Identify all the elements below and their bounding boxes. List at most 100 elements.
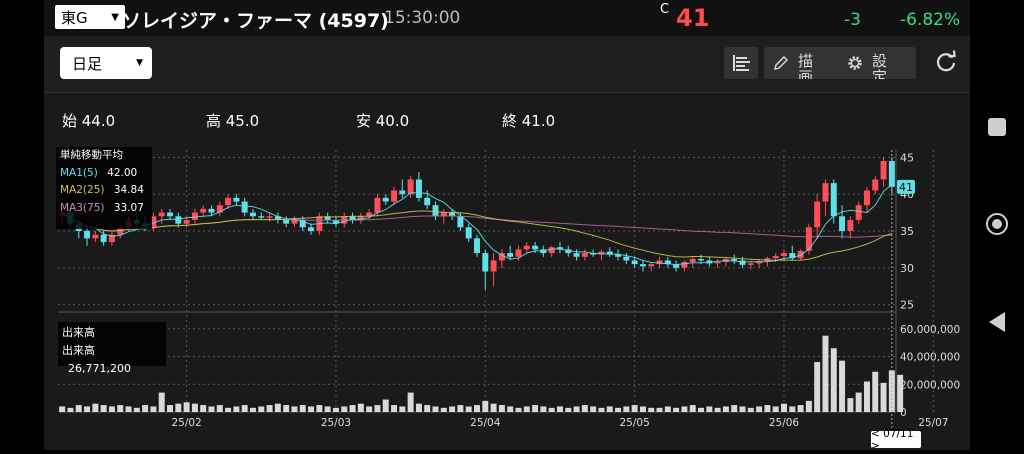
candle-body bbox=[249, 212, 256, 217]
volume-bar bbox=[208, 406, 215, 412]
volume-bar bbox=[67, 407, 74, 412]
candle-body bbox=[258, 216, 265, 218]
candle-body bbox=[648, 264, 655, 267]
market-selector[interactable]: 東G ▼ bbox=[55, 5, 125, 29]
candle-body bbox=[739, 260, 746, 265]
candle-body bbox=[158, 212, 165, 217]
volume-bar bbox=[897, 374, 904, 412]
candle-body bbox=[847, 219, 854, 231]
home-icon[interactable] bbox=[986, 213, 1008, 235]
volume-bar bbox=[631, 405, 638, 412]
volume-bar bbox=[366, 406, 373, 412]
ma3-label: MA3(75) bbox=[60, 201, 105, 214]
volume-bar bbox=[349, 405, 356, 412]
volume-bar bbox=[133, 407, 140, 412]
candle-body bbox=[830, 183, 837, 217]
volume-bar bbox=[623, 406, 630, 412]
volume-bar bbox=[249, 407, 256, 412]
volume-bar bbox=[756, 406, 763, 412]
candle-body bbox=[606, 251, 613, 255]
gear-icon bbox=[848, 56, 862, 70]
price-change: -3 bbox=[844, 10, 861, 30]
volume-bar bbox=[839, 360, 846, 412]
candle-body bbox=[183, 219, 190, 224]
price-tick-label: 30 bbox=[900, 262, 914, 275]
volume-bar bbox=[75, 405, 82, 412]
settings-button[interactable]: 設定 bbox=[838, 47, 916, 79]
volume-bar bbox=[216, 405, 223, 412]
candle-body bbox=[507, 253, 514, 257]
volume-bar bbox=[590, 406, 597, 412]
candle-body bbox=[598, 251, 605, 255]
volume-label: 出来高 bbox=[62, 344, 95, 357]
date-tick-label: 25/02 bbox=[171, 417, 201, 429]
chart-area[interactable]: 25 30 35 40 45 0 20,000,000 40,000,000 60,000,00… bbox=[44, 140, 970, 452]
volume-bar bbox=[565, 407, 572, 412]
last-price-tag-label: 41 bbox=[899, 181, 913, 194]
volume-bar bbox=[449, 406, 456, 412]
recents-icon[interactable] bbox=[988, 118, 1006, 136]
volume-bar bbox=[108, 406, 115, 412]
low-value: 安 40.0 bbox=[356, 112, 410, 130]
ma2-row: MA2(25) 34.84 bbox=[60, 182, 148, 200]
candle-body bbox=[366, 212, 373, 217]
date-cursor-badge[interactable]: < 07/11 > bbox=[871, 428, 921, 452]
volume-bar bbox=[673, 407, 680, 412]
candle-body bbox=[208, 208, 215, 213]
candle-body bbox=[374, 197, 381, 213]
candle-body bbox=[656, 260, 663, 265]
candlestick-chart[interactable]: 2530354045020,000,00040,000,00060,000,00… bbox=[44, 140, 970, 450]
volume-bar bbox=[731, 405, 738, 412]
volume-bar bbox=[615, 407, 622, 412]
period-select[interactable]: 日足 ▼ bbox=[60, 47, 152, 79]
volume-bar bbox=[316, 405, 323, 412]
volume-bar bbox=[407, 392, 414, 412]
moving-average-legend: 単純移動平均 MA1(5) 42.00 MA2(25) 34.84 MA3(75… bbox=[56, 147, 152, 229]
ma3-value: 33.07 bbox=[113, 201, 144, 214]
volume-bar bbox=[822, 335, 829, 412]
volume-bar bbox=[863, 381, 870, 412]
caret-down-icon: ▼ bbox=[136, 58, 143, 68]
volume-bar bbox=[225, 407, 232, 412]
candle-body bbox=[673, 264, 680, 268]
candle-body bbox=[407, 179, 414, 195]
date-tick-label: 25/04 bbox=[470, 417, 501, 429]
candle-body bbox=[523, 245, 530, 250]
chart-toolbar: 日足 ▼ 描画 設定 bbox=[44, 36, 970, 93]
volume-bar bbox=[465, 406, 472, 412]
ma1-row: MA1(5) 42.00 bbox=[60, 165, 148, 183]
candle-body bbox=[465, 227, 472, 239]
candle-body bbox=[863, 190, 870, 206]
volume-bar bbox=[440, 407, 447, 412]
volume-bar bbox=[581, 405, 588, 412]
date-tick-label: 25/03 bbox=[321, 417, 351, 429]
refresh-icon[interactable] bbox=[934, 50, 958, 74]
volume-bar bbox=[656, 407, 663, 412]
volume-bar bbox=[241, 405, 248, 412]
candle-body bbox=[698, 258, 705, 261]
volume-bar bbox=[556, 406, 563, 412]
volume-bar bbox=[515, 407, 522, 412]
candle-body bbox=[880, 161, 887, 180]
candle-body bbox=[108, 234, 115, 243]
candle-body bbox=[324, 216, 331, 220]
candle-body bbox=[623, 256, 630, 261]
candle-body bbox=[548, 247, 555, 254]
volume-bar bbox=[324, 406, 331, 412]
quote-time: 15:30:00 bbox=[384, 8, 461, 28]
candle-body bbox=[706, 260, 713, 264]
chart-type-button[interactable] bbox=[724, 47, 758, 79]
volume-bar bbox=[233, 406, 240, 412]
candle-body bbox=[283, 219, 290, 224]
last-price-tag bbox=[897, 179, 915, 194]
candle-body bbox=[291, 219, 298, 224]
volume-bar bbox=[523, 406, 530, 412]
volume-bar bbox=[117, 405, 124, 412]
back-icon[interactable] bbox=[989, 312, 1005, 332]
draw-button[interactable]: 描画 bbox=[764, 47, 842, 79]
volume-bar bbox=[698, 407, 705, 412]
volume-bar bbox=[308, 406, 315, 412]
volume-bar bbox=[722, 406, 729, 412]
candle-body bbox=[449, 212, 456, 217]
candle-body bbox=[631, 260, 638, 265]
